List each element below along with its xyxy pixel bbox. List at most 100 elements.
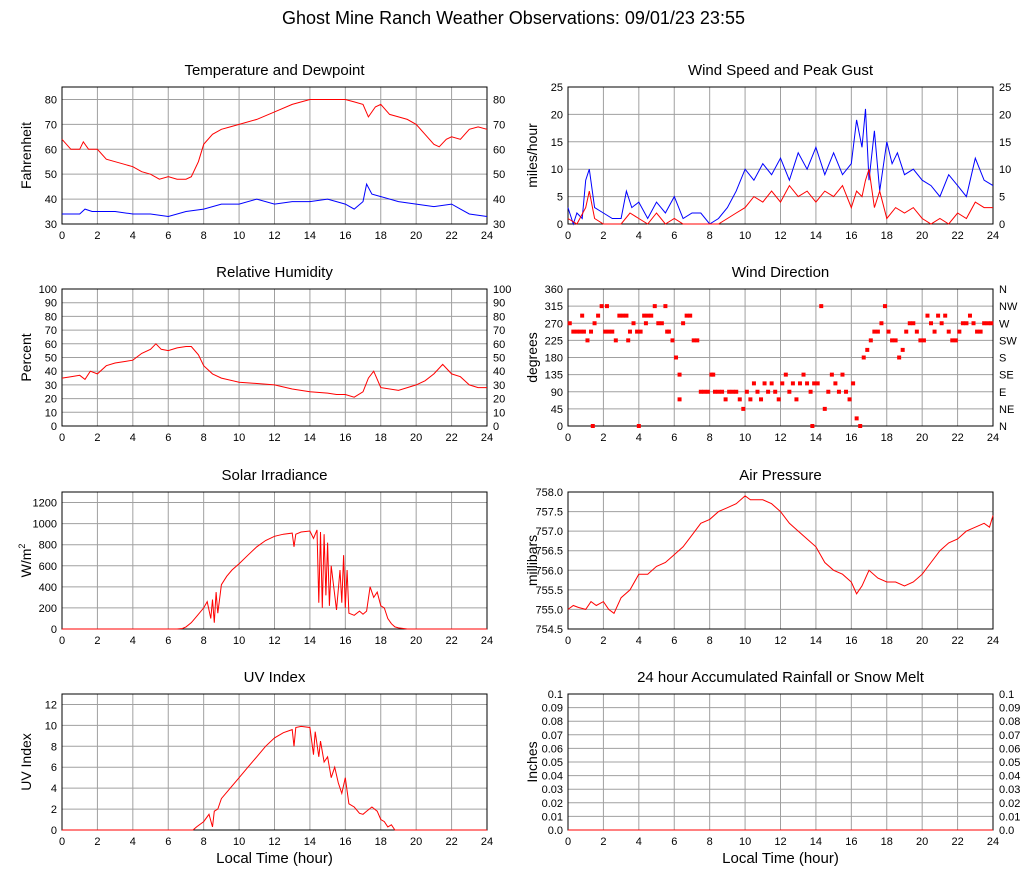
data-point bbox=[868, 338, 873, 343]
data-point bbox=[989, 321, 994, 326]
x-tick-label: 12 bbox=[774, 230, 786, 242]
x-tick-label: 6 bbox=[671, 836, 677, 848]
data-point bbox=[801, 372, 806, 377]
x-tick-label: 0 bbox=[59, 836, 65, 848]
data-point bbox=[751, 381, 756, 386]
data-point bbox=[590, 424, 595, 428]
y-axis-label-main: W/m bbox=[18, 549, 34, 578]
y-axis-label: degrees bbox=[524, 332, 540, 383]
x-tick-label: 6 bbox=[671, 230, 677, 242]
y-tick-label: 4 bbox=[51, 783, 57, 795]
data-point bbox=[844, 389, 849, 394]
x-tick-label: 14 bbox=[810, 836, 822, 848]
data-point bbox=[663, 304, 668, 309]
x-tick-label: 20 bbox=[916, 230, 928, 242]
x-tick-label: 0 bbox=[59, 635, 65, 647]
data-point bbox=[985, 321, 990, 326]
y-tick-label: 0 bbox=[51, 825, 57, 837]
data-point bbox=[897, 355, 902, 360]
series-line-1 bbox=[567, 495, 994, 615]
y-tick-label: 0 bbox=[51, 421, 57, 433]
data-point bbox=[865, 347, 870, 352]
data-point bbox=[851, 381, 856, 386]
y-axis-label: Percent bbox=[18, 333, 34, 381]
x-tick-label: 22 bbox=[445, 230, 457, 242]
right-tick-label: 40 bbox=[493, 194, 505, 206]
data-point bbox=[766, 389, 771, 394]
data-point bbox=[627, 329, 632, 334]
y-axis-label: Inches bbox=[524, 741, 540, 782]
right-tick-label: E bbox=[999, 387, 1006, 399]
data-point bbox=[677, 372, 682, 377]
data-point bbox=[603, 329, 608, 334]
right-tick-label: 5 bbox=[999, 192, 1005, 204]
x-tick-label: 4 bbox=[130, 635, 136, 647]
x-tick-label: 8 bbox=[201, 635, 207, 647]
data-point bbox=[943, 313, 948, 318]
right-tick-label: 0.1 bbox=[999, 689, 1014, 701]
data-point bbox=[665, 329, 670, 334]
x-tick-label: 6 bbox=[165, 836, 171, 848]
data-point bbox=[932, 329, 937, 334]
x-tick-label: 8 bbox=[201, 432, 207, 444]
right-tick-label: 100 bbox=[493, 284, 511, 296]
plot-frame bbox=[61, 288, 488, 427]
x-tick-label: 4 bbox=[636, 836, 642, 848]
y-axis-label: Fahrenheit bbox=[18, 122, 34, 189]
data-point bbox=[826, 389, 831, 394]
plot-frame bbox=[567, 491, 994, 630]
data-point bbox=[773, 389, 778, 394]
x-tick-label: 14 bbox=[304, 230, 316, 242]
data-point bbox=[822, 406, 827, 411]
right-tick-label: 0.08 bbox=[999, 716, 1020, 728]
y-tick-label: 1000 bbox=[33, 519, 57, 531]
data-point bbox=[642, 313, 647, 318]
y-tick-label: 757.5 bbox=[535, 507, 563, 519]
y-tick-label: 25 bbox=[551, 82, 563, 94]
chart-title: Temperature and Dewpoint bbox=[184, 62, 365, 79]
x-tick-label: 4 bbox=[130, 432, 136, 444]
right-tick-label: 0 bbox=[999, 219, 1005, 231]
x-tick-label: 8 bbox=[707, 635, 713, 647]
x-tick-label: 24 bbox=[987, 635, 999, 647]
data-point bbox=[606, 329, 611, 334]
right-tick-label: 30 bbox=[493, 380, 505, 392]
data-point bbox=[604, 304, 609, 309]
x-tick-label: 4 bbox=[636, 230, 642, 242]
x-tick-label: 8 bbox=[707, 432, 713, 444]
right-tick-label: 0.05 bbox=[999, 757, 1020, 769]
data-point bbox=[971, 321, 976, 326]
y-tick-label: 40 bbox=[45, 366, 57, 378]
data-point bbox=[886, 329, 891, 334]
right-tick-label: 80 bbox=[493, 311, 505, 323]
data-point bbox=[975, 329, 980, 334]
y-tick-label: 60 bbox=[45, 144, 57, 156]
x-tick-label: 14 bbox=[304, 635, 316, 647]
data-point bbox=[624, 313, 629, 318]
data-point bbox=[578, 329, 583, 334]
data-point bbox=[711, 372, 716, 377]
right-tick-label: 30 bbox=[493, 219, 505, 231]
y-tick-label: 30 bbox=[45, 380, 57, 392]
data-point bbox=[805, 381, 810, 386]
x-tick-label: 8 bbox=[707, 836, 713, 848]
chart-title: Wind Speed and Peak Gust bbox=[688, 62, 874, 79]
x-tick-label: 12 bbox=[774, 836, 786, 848]
chart-rain: 24 hour Accumulated Rainfall or Snow Mel… bbox=[524, 669, 1020, 867]
x-tick-label: 8 bbox=[707, 230, 713, 242]
series-line-2 bbox=[567, 169, 993, 225]
y-tick-label: 600 bbox=[39, 561, 57, 573]
data-point bbox=[580, 313, 585, 318]
data-point bbox=[829, 372, 834, 377]
right-tick-label: 0.07 bbox=[999, 730, 1020, 742]
y-tick-label: 1200 bbox=[33, 498, 57, 510]
right-tick-label: 70 bbox=[493, 325, 505, 337]
x-tick-label: 20 bbox=[410, 836, 422, 848]
data-point bbox=[670, 338, 675, 343]
x-tick-label: 16 bbox=[845, 432, 857, 444]
x-tick-label: 2 bbox=[600, 432, 606, 444]
y-tick-label: 800 bbox=[39, 540, 57, 552]
